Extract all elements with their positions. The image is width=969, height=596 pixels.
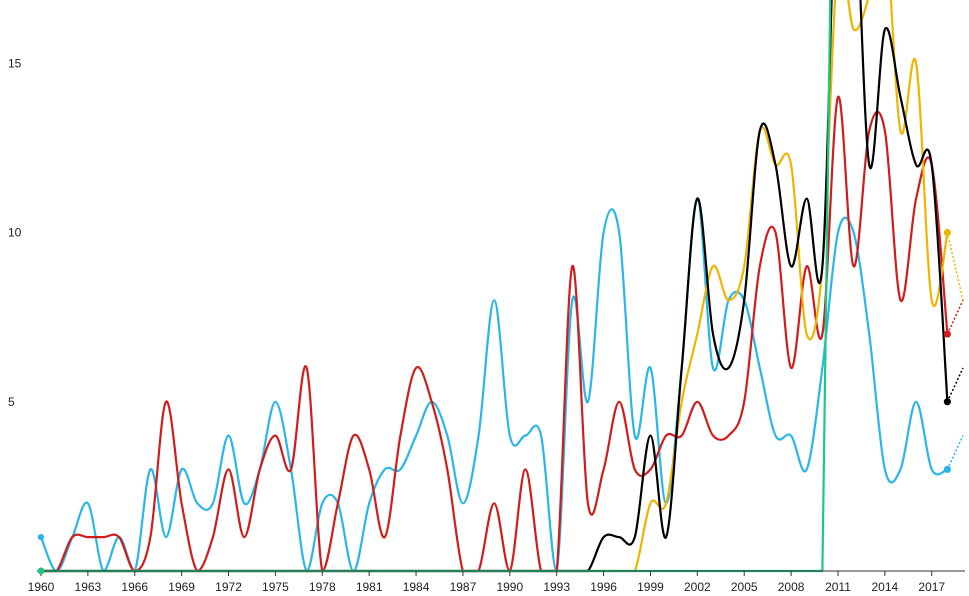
series-end-point-1 [943,330,951,338]
x-tick-label: 1996 [590,580,617,594]
series-forecast-2 [946,232,964,301]
x-tick-label: 1993 [543,580,570,594]
x-tick-label: 2002 [684,580,711,594]
x-tick-label: 2011 [825,580,851,594]
y-tick-label: 15 [8,56,22,70]
x-axis-ticks: 1960 1963 1966 1969 1972 1975 1978 1981 1984 1987… [28,571,945,594]
x-tick-label: 1966 [121,580,148,594]
series-forecast-1 [946,299,964,335]
x-tick-label: 2008 [778,580,805,594]
x-tick-label: 1978 [309,580,336,594]
series-end-point-2 [943,228,951,237]
series-start-point-0 [37,533,45,541]
x-tick-label: 1990 [496,580,523,594]
x-tick-label: 1972 [215,580,242,594]
series-end-markers [37,228,951,575]
x-tick-label: 2005 [731,580,758,594]
x-tick-label: 2017 [918,580,945,594]
x-tick-label: 1981 [356,580,383,594]
series-line-0 [39,197,949,573]
series-forecast-0 [946,435,964,470]
x-tick-label: 1987 [450,580,477,594]
x-tick-label: 1963 [75,580,102,594]
y-tick-label: 10 [8,226,22,240]
x-tick-label: 1999 [637,580,664,594]
series-end-point-3 [943,398,951,406]
x-tick-label: 2014 [872,580,899,594]
series-forecast-3 [946,367,964,403]
x-tick-label: 1984 [403,580,430,594]
x-tick-label: 1969 [168,580,195,594]
x-tick-label: 1975 [262,580,289,594]
series-end-point-0 [943,465,951,474]
series-line-1 [39,95,949,573]
y-tick-label: 5 [8,395,15,409]
x-tick-label: 1960 [28,580,55,594]
series-start-point-4 [37,567,45,575]
series-layer [39,0,964,573]
y-axis-ticks: 51015202530 [8,56,22,409]
